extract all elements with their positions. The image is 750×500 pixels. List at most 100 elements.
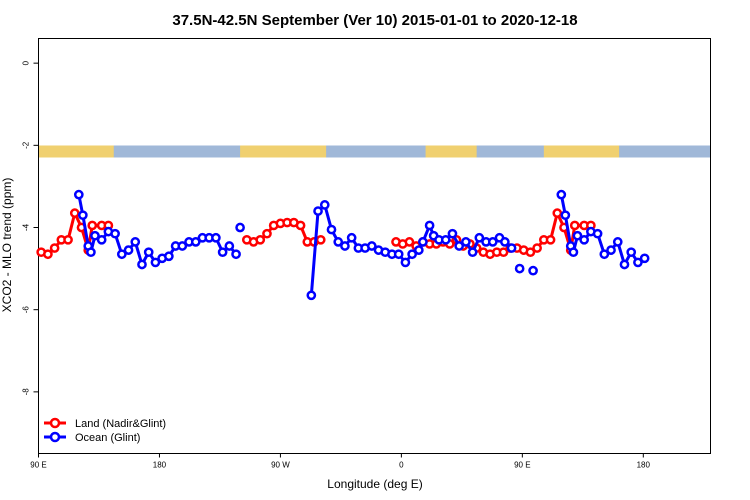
data-point bbox=[461, 237, 471, 247]
x-tick-label: 90 E bbox=[30, 461, 46, 470]
data-point bbox=[552, 208, 563, 218]
data-point bbox=[224, 241, 235, 251]
data-point bbox=[340, 241, 350, 251]
data-point bbox=[407, 249, 417, 260]
data-point bbox=[69, 208, 80, 218]
data-point bbox=[626, 247, 637, 258]
data-point bbox=[177, 241, 188, 251]
data-point bbox=[633, 257, 643, 268]
data-point bbox=[130, 237, 141, 247]
data-point bbox=[569, 220, 580, 231]
data-point bbox=[487, 237, 498, 247]
series-ocean bbox=[73, 189, 650, 301]
data-point bbox=[217, 247, 228, 258]
data-point bbox=[619, 259, 630, 270]
data-point bbox=[137, 259, 147, 270]
y-tick-label: -2 bbox=[22, 141, 31, 149]
data-point bbox=[545, 234, 556, 245]
data-point bbox=[532, 243, 542, 253]
data-point bbox=[414, 245, 424, 255]
x-tick-label: 180 bbox=[153, 461, 167, 470]
data-point bbox=[560, 210, 571, 221]
y-tick-label: -4 bbox=[22, 223, 31, 231]
data-point bbox=[506, 243, 517, 253]
data-point bbox=[599, 249, 610, 260]
data-point bbox=[231, 249, 241, 260]
data-point bbox=[110, 228, 120, 239]
data-point bbox=[143, 247, 154, 258]
ocean-band bbox=[38, 145, 711, 158]
data-point bbox=[400, 257, 411, 268]
data-point bbox=[43, 249, 53, 260]
x-tick-label: 90 W bbox=[271, 461, 290, 470]
x-tick-label: 90 E bbox=[514, 461, 530, 470]
data-point bbox=[500, 237, 510, 247]
data-point bbox=[313, 206, 323, 216]
data-point bbox=[556, 189, 567, 200]
data-point bbox=[418, 237, 428, 247]
data-point bbox=[528, 265, 538, 276]
x-axis-label: Longitude (deg E) bbox=[327, 477, 422, 491]
data-point bbox=[366, 241, 377, 251]
legend-ocean-label: Ocean (Glint) bbox=[75, 432, 140, 444]
data-point bbox=[306, 290, 317, 301]
y-tick-label: -8 bbox=[22, 388, 31, 396]
legend-ocean-marker bbox=[49, 431, 61, 443]
y-axis: 0 -2 -4 -6 -8 bbox=[22, 60, 39, 395]
data-point bbox=[514, 263, 525, 274]
data-point bbox=[606, 245, 616, 255]
data-point bbox=[63, 234, 73, 245]
data-point bbox=[190, 237, 201, 247]
x-tick-label: 0 bbox=[399, 461, 404, 470]
x-tick-label: 180 bbox=[637, 461, 651, 470]
data-point bbox=[86, 247, 96, 258]
data-point bbox=[393, 249, 404, 260]
land-band-segment bbox=[425, 145, 477, 158]
data-point bbox=[90, 230, 100, 241]
data-point bbox=[440, 234, 451, 245]
land-band-segment bbox=[240, 145, 327, 158]
data-point bbox=[295, 220, 306, 231]
data-point bbox=[262, 228, 272, 239]
data-point bbox=[424, 220, 435, 231]
legend: Land (Nadir&Glint) Ocean (Glint) bbox=[44, 417, 166, 444]
data-point bbox=[579, 234, 590, 245]
data-point bbox=[404, 237, 415, 247]
data-point bbox=[454, 241, 465, 251]
data-point bbox=[255, 234, 266, 245]
data-point bbox=[474, 232, 485, 243]
data-point bbox=[467, 247, 478, 258]
x-axis: 90 E 180 90 W 0 90 E 180 bbox=[30, 453, 651, 470]
data-point bbox=[211, 232, 221, 243]
data-point bbox=[568, 247, 579, 258]
data-point bbox=[116, 249, 127, 260]
legend-land-marker bbox=[49, 417, 61, 429]
data-point bbox=[346, 232, 357, 243]
data-point bbox=[49, 243, 60, 253]
legend-land-label: Land (Nadir&Glint) bbox=[75, 418, 166, 430]
data-point bbox=[235, 222, 245, 233]
land-band-segment bbox=[38, 145, 114, 158]
data-point bbox=[639, 253, 650, 264]
series-layer bbox=[36, 189, 650, 301]
data-point bbox=[572, 230, 583, 241]
data-point bbox=[319, 200, 330, 210]
data-point bbox=[525, 247, 536, 258]
data-point bbox=[164, 251, 174, 262]
data-point bbox=[150, 257, 161, 268]
land-ocean-band bbox=[38, 145, 711, 158]
data-point bbox=[87, 220, 98, 231]
y-tick-label: 0 bbox=[22, 60, 31, 65]
chart-title: 37.5N-42.5N September (Ver 10) 2015-01-0… bbox=[172, 12, 577, 29]
data-point bbox=[447, 228, 458, 239]
data-point bbox=[96, 234, 107, 245]
y-tick-label: -6 bbox=[22, 306, 31, 314]
data-point bbox=[78, 210, 88, 221]
data-point bbox=[592, 228, 603, 239]
data-point bbox=[315, 234, 326, 245]
data-point bbox=[123, 245, 134, 255]
data-point bbox=[73, 189, 84, 200]
y-axis-label: XCO2 - MLO trend (ppm) bbox=[0, 178, 14, 313]
data-point bbox=[612, 237, 623, 247]
